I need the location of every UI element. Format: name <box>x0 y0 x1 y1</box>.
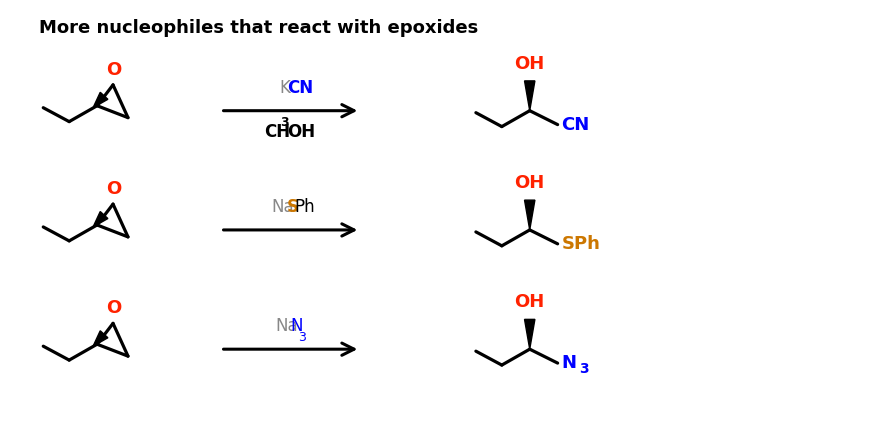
Text: OH: OH <box>514 174 545 192</box>
Text: SPh: SPh <box>562 235 601 253</box>
Text: More nucleophiles that react with epoxides: More nucleophiles that react with epoxid… <box>40 19 479 37</box>
Text: S: S <box>287 198 299 216</box>
Text: CH: CH <box>265 123 291 141</box>
Polygon shape <box>93 331 108 346</box>
Text: K: K <box>280 79 290 97</box>
Text: Na: Na <box>275 317 298 335</box>
Polygon shape <box>525 200 534 230</box>
Text: N: N <box>562 354 577 372</box>
Polygon shape <box>525 81 534 111</box>
Text: 3: 3 <box>298 331 306 344</box>
Text: 3: 3 <box>280 116 288 128</box>
Text: OH: OH <box>287 123 315 141</box>
Text: Ph: Ph <box>295 198 315 216</box>
Text: Na: Na <box>272 198 295 216</box>
Text: O: O <box>107 299 122 317</box>
Text: CN: CN <box>287 79 313 97</box>
Polygon shape <box>93 92 108 108</box>
Text: O: O <box>107 180 122 198</box>
Text: CN: CN <box>562 116 590 134</box>
Text: O: O <box>107 61 122 79</box>
Polygon shape <box>93 212 108 227</box>
Text: N: N <box>290 317 303 335</box>
Text: OH: OH <box>514 55 545 73</box>
Text: 3: 3 <box>579 362 589 376</box>
Polygon shape <box>525 319 534 349</box>
Text: OH: OH <box>514 293 545 312</box>
